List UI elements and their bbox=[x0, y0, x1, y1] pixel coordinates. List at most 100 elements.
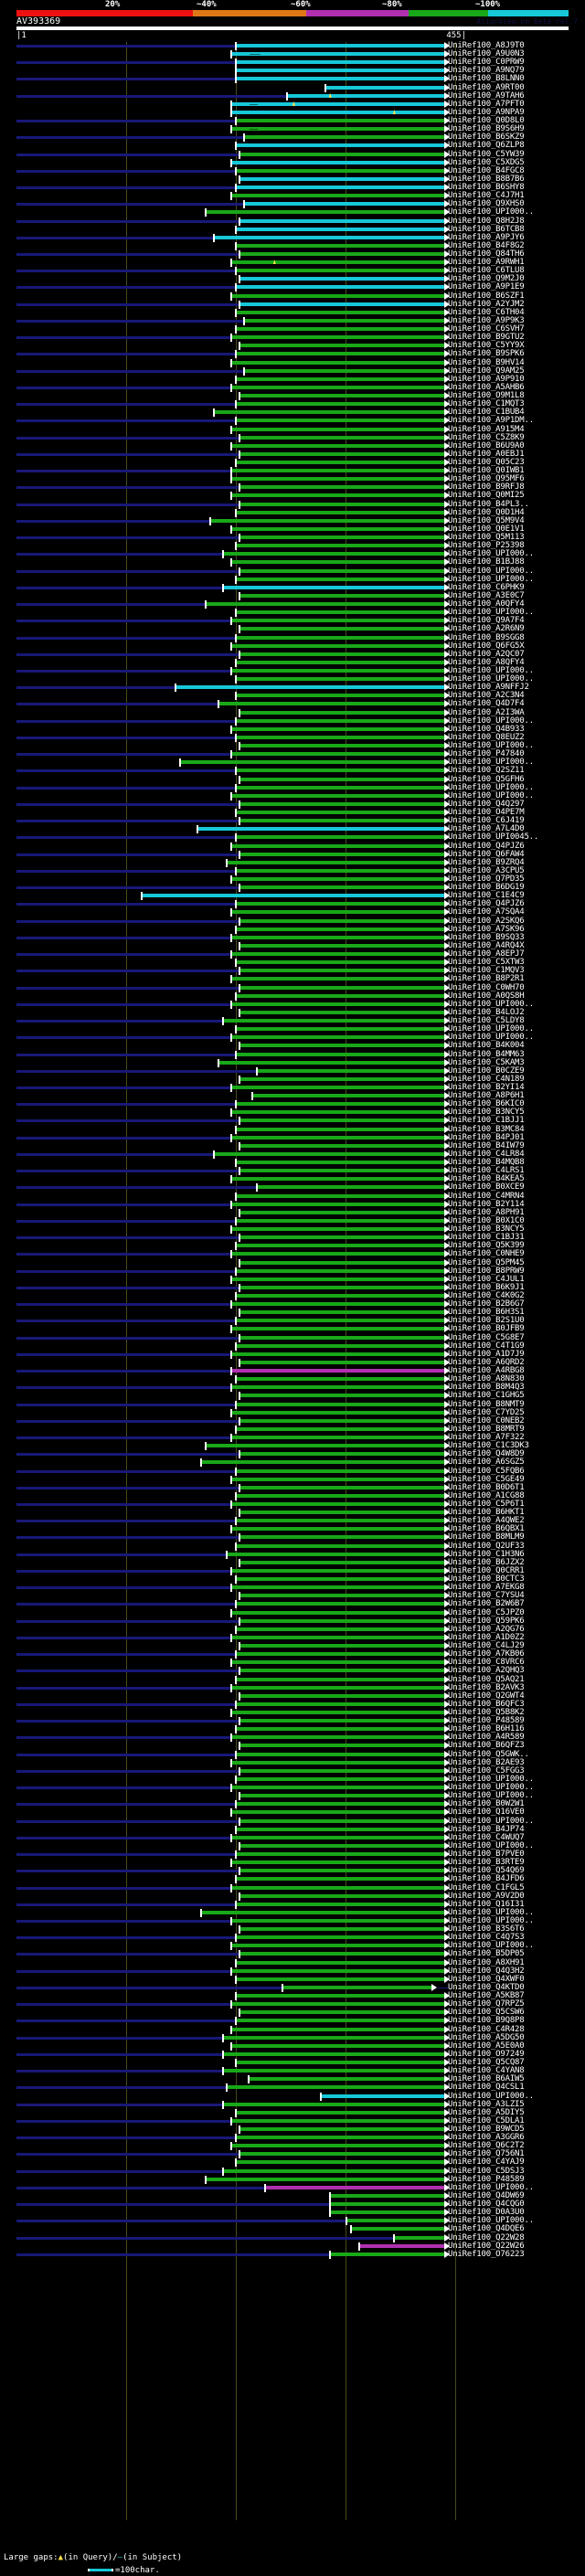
alignment-row[interactable]: UniRef100_Q756N1 bbox=[0, 2149, 585, 2159]
subject-id-label[interactable]: UniRef100_UPI000.. bbox=[448, 1783, 534, 1793]
alignment-row[interactable]: UniRef100_C5XTW3 bbox=[0, 958, 585, 968]
subject-id-label[interactable]: UniRef100_B4MQB8 bbox=[448, 1158, 525, 1168]
alignment-bar[interactable] bbox=[243, 135, 444, 140]
alignment-row[interactable]: UniRef100_Q16I31 bbox=[0, 1900, 585, 1909]
alignment-bar[interactable] bbox=[230, 910, 444, 915]
alignment-bar[interactable] bbox=[358, 2243, 444, 2248]
alignment-bar[interactable] bbox=[230, 1568, 444, 1573]
alignment-row[interactable]: UniRef100_UPI000.. bbox=[0, 567, 585, 576]
subject-id-label[interactable]: UniRef100_A3LZI5 bbox=[448, 2099, 525, 2109]
alignment-row[interactable]: UniRef100_O4PE7M bbox=[0, 808, 585, 818]
subject-id-label[interactable]: UniRef100_Q5AQ21 bbox=[448, 1674, 525, 1684]
alignment-bar[interactable] bbox=[234, 1402, 444, 1406]
subject-id-label[interactable]: UniRef100_B7PVE0 bbox=[448, 1850, 525, 1860]
alignment-row[interactable]: UniRef100_C4T1G9 bbox=[0, 1341, 585, 1351]
alignment-row[interactable]: UniRef100_Q0IWB1 bbox=[0, 466, 585, 476]
alignment-bar[interactable] bbox=[346, 2219, 444, 2223]
subject-id-label[interactable]: UniRef100_O4PE7M bbox=[448, 808, 525, 818]
alignment-row[interactable]: UniRef100_UPI000.. bbox=[0, 207, 585, 217]
subject-id-label[interactable]: UniRef100_Q54Q69 bbox=[448, 1866, 525, 1876]
alignment-row[interactable]: UniRef100_B6QFC3 bbox=[0, 1700, 585, 1709]
alignment-bar[interactable] bbox=[239, 1893, 444, 1898]
alignment-bar[interactable] bbox=[234, 769, 444, 773]
alignment-row[interactable]: UniRef100_B6HKT1 bbox=[0, 1508, 585, 1518]
alignment-row[interactable]: UniRef100_A1D7J9 bbox=[0, 1349, 585, 1359]
alignment-bar[interactable] bbox=[230, 427, 444, 431]
alignment-row[interactable]: UniRef100_O9M1L8 bbox=[0, 391, 585, 401]
alignment-bar[interactable] bbox=[230, 560, 444, 565]
subject-id-label[interactable]: UniRef100_A2I3WA bbox=[448, 707, 525, 717]
alignment-bar[interactable] bbox=[239, 1693, 444, 1698]
subject-id-label[interactable]: UniRef100_Q4CQG0 bbox=[448, 2200, 525, 2210]
alignment-row[interactable]: UniRef100_C4LR84 bbox=[0, 1150, 585, 1159]
alignment-bar[interactable] bbox=[230, 335, 444, 340]
subject-id-label[interactable]: UniRef100_B3NCY5 bbox=[448, 1108, 525, 1118]
alignment-row[interactable]: UniRef100_C4N189 bbox=[0, 1075, 585, 1084]
subject-id-label[interactable]: UniRef100_B4JP74 bbox=[448, 1824, 525, 1834]
subject-id-label[interactable]: UniRef100_C4J7H1 bbox=[448, 191, 525, 201]
alignment-bar[interactable] bbox=[239, 277, 444, 281]
subject-id-label[interactable]: UniRef100_A9NQ79 bbox=[448, 66, 525, 76]
subject-id-label[interactable]: UniRef100_C1E4C9 bbox=[448, 891, 525, 901]
alignment-bar[interactable] bbox=[234, 694, 444, 698]
alignment-row[interactable]: UniRef100_A7L4D0 bbox=[0, 824, 585, 834]
alignment-bar[interactable] bbox=[239, 1744, 444, 1748]
subject-id-label[interactable]: UniRef100_O76223 bbox=[448, 2249, 525, 2259]
alignment-bar[interactable] bbox=[247, 2077, 444, 2082]
subject-id-label[interactable]: UniRef100_B6QBX1 bbox=[448, 1524, 525, 1534]
alignment-bar[interactable] bbox=[234, 1377, 444, 1382]
subject-id-label[interactable]: UniRef100_A1D7J9 bbox=[448, 1349, 525, 1359]
subject-id-label[interactable]: UniRef100_B9SPK6 bbox=[448, 349, 525, 359]
alignment-row[interactable]: UniRef100_B4IW79 bbox=[0, 1141, 585, 1150]
alignment-row[interactable]: UniRef100_A1CG88 bbox=[0, 1491, 585, 1500]
alignment-row[interactable]: UniRef100_C1BUB4 bbox=[0, 408, 585, 418]
alignment-row[interactable]: UniRef100_B4JFD6 bbox=[0, 1874, 585, 1884]
subject-id-label[interactable]: UniRef100_A4RQ4X bbox=[448, 940, 525, 950]
subject-id-label[interactable]: UniRef100_C5YW39 bbox=[448, 149, 525, 159]
alignment-bar[interactable] bbox=[234, 1519, 444, 1523]
subject-id-label[interactable]: UniRef100_Q5K399 bbox=[448, 1241, 525, 1251]
alignment-bar[interactable] bbox=[221, 2069, 444, 2073]
alignment-bar[interactable] bbox=[239, 152, 444, 156]
alignment-bar[interactable] bbox=[320, 2094, 444, 2098]
alignment-bar[interactable] bbox=[234, 2136, 444, 2140]
alignment-bar[interactable] bbox=[234, 2061, 444, 2065]
alignment-bar[interactable] bbox=[230, 1277, 444, 1281]
alignment-row[interactable]: UniRef100_UPI000.. bbox=[0, 1916, 585, 1925]
subject-id-label[interactable]: UniRef100_A6SGZ5 bbox=[448, 1458, 525, 1468]
subject-id-label[interactable]: UniRef100_B8B7B6 bbox=[448, 174, 525, 184]
subject-id-label[interactable]: UniRef100_Q7RPZ5 bbox=[448, 1999, 525, 2009]
alignment-row[interactable]: UniRef100_B2YI14 bbox=[0, 1083, 585, 1092]
alignment-row[interactable]: UniRef100_UPI000.. bbox=[0, 758, 585, 768]
alignment-row[interactable]: UniRef100_UPI000.. bbox=[0, 1791, 585, 1801]
subject-id-label[interactable]: UniRef100_C4YAJ9 bbox=[448, 2157, 525, 2168]
subject-id-label[interactable]: UniRef100_C0PRW9 bbox=[448, 58, 525, 68]
alignment-bar[interactable] bbox=[221, 2168, 444, 2173]
alignment-row[interactable]: UniRef100_B6SKZ9 bbox=[0, 133, 585, 143]
alignment-bar[interactable] bbox=[234, 811, 444, 815]
subject-id-label[interactable]: UniRef100_UPI000.. bbox=[448, 1774, 534, 1784]
alignment-bar[interactable] bbox=[239, 1644, 444, 1648]
subject-id-label[interactable]: UniRef100_C4YAN8 bbox=[448, 2066, 525, 2076]
alignment-row[interactable]: UniRef100_A8EPJ7 bbox=[0, 949, 585, 959]
subject-id-label[interactable]: UniRef100_A8N830 bbox=[448, 1374, 525, 1384]
alignment-row[interactable]: UniRef100_A2R6N9 bbox=[0, 624, 585, 634]
alignment-row[interactable]: UniRef100_Q16VE0 bbox=[0, 1807, 585, 1818]
alignment-row[interactable]: UniRef100_P25398 bbox=[0, 541, 585, 551]
alignment-row[interactable]: UniRef100_C0NHE9 bbox=[0, 1249, 585, 1259]
alignment-bar[interactable] bbox=[230, 1477, 444, 1481]
alignment-row[interactable]: UniRef100_B3NCY5 bbox=[0, 1224, 585, 1235]
alignment-row[interactable]: UniRef100_A8XH91 bbox=[0, 1958, 585, 1967]
subject-id-label[interactable]: UniRef100_Q0D1H4 bbox=[448, 507, 525, 517]
alignment-bar[interactable] bbox=[239, 1511, 444, 1515]
alignment-row[interactable]: UniRef100_B2S1U0 bbox=[0, 1316, 585, 1326]
alignment-bar[interactable] bbox=[234, 835, 444, 840]
subject-id-label[interactable]: UniRef100_C4R428 bbox=[448, 2024, 525, 2034]
alignment-bar[interactable] bbox=[239, 1768, 444, 1773]
alignment-bar[interactable] bbox=[239, 1010, 444, 1014]
alignment-row[interactable]: UniRef100_B6H116 bbox=[0, 1724, 585, 1734]
alignment-bar[interactable] bbox=[208, 518, 444, 523]
alignment-bar[interactable] bbox=[230, 360, 444, 365]
subject-id-label[interactable]: UniRef100_C6PHK9 bbox=[448, 582, 525, 592]
alignment-row[interactable]: UniRef100_Q6C2T2 bbox=[0, 2141, 585, 2151]
